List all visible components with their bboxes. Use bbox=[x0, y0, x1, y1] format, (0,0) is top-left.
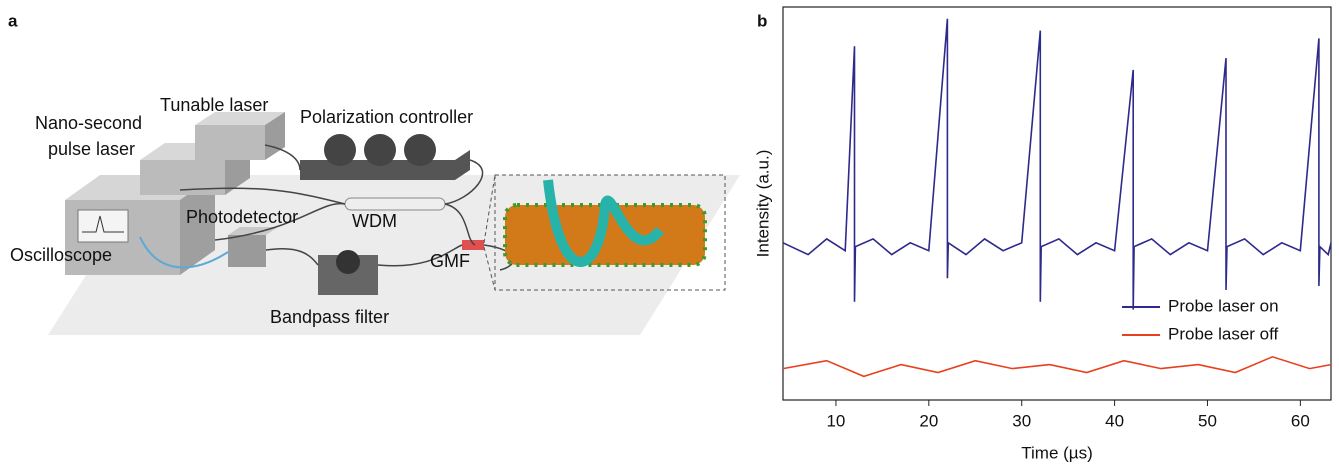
instruments bbox=[65, 112, 726, 295]
diagram-label: Nano-second bbox=[35, 113, 142, 133]
x-tick-label: 20 bbox=[919, 411, 938, 430]
panel-label: b bbox=[757, 11, 767, 30]
x-tick-label: 10 bbox=[826, 411, 845, 430]
y-axis-label: Intensity (a.u.) bbox=[753, 150, 772, 258]
diagram-label: Oscilloscope bbox=[10, 245, 112, 265]
diagram-label: Tunable laser bbox=[160, 95, 268, 115]
diagram-label: Bandpass filter bbox=[270, 307, 389, 327]
x-tick-label: 60 bbox=[1291, 411, 1310, 430]
diagram-label: pulse laser bbox=[48, 139, 135, 159]
series-line bbox=[782, 355, 1332, 378]
diagram-label: WDM bbox=[352, 211, 397, 231]
x-tick-label: 30 bbox=[1012, 411, 1031, 430]
legend-label: Probe laser on bbox=[1168, 296, 1279, 315]
x-tick-label: 40 bbox=[1105, 411, 1124, 430]
diagram-label: Photodetector bbox=[186, 207, 298, 227]
x-axis-label: Time (µs) bbox=[1021, 443, 1093, 462]
chart: 10 20 30 40 50 60 Time (µs) Intensity (a.u.) Pro… bbox=[753, 6, 1332, 462]
diagram-label: GMF bbox=[430, 251, 470, 271]
plot-frame bbox=[782, 6, 1332, 401]
x-tick-label: 50 bbox=[1198, 411, 1217, 430]
diagram-label: Polarization controller bbox=[300, 107, 473, 127]
panel-label: a bbox=[8, 11, 18, 30]
legend-label: Probe laser off bbox=[1168, 324, 1279, 343]
series-line bbox=[782, 18, 1332, 310]
